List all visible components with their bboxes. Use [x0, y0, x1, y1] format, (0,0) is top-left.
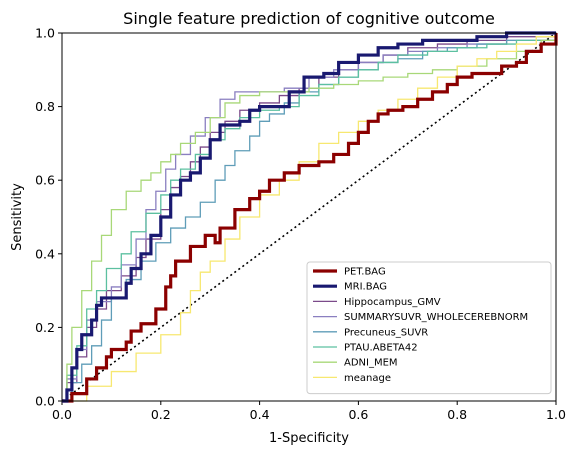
series-line-mri-bag	[62, 31, 556, 403]
x-tick-label: 0.2	[151, 407, 171, 422]
y-tick-label: 0.2	[35, 320, 55, 335]
series-line-summarysuvr-wholecerebnorm	[62, 33, 557, 402]
y-tick-label: 0.0	[35, 394, 55, 409]
series-line-meanage	[62, 33, 557, 402]
legend-label: meanage	[344, 373, 391, 384]
legend-label: MRI.BAG	[344, 282, 387, 293]
x-axis-title: 1-Specificity	[269, 431, 349, 446]
y-axis-title: Sensitivity	[10, 183, 25, 251]
series-line-ptau-abeta42	[62, 33, 557, 402]
series-line-pet-bag	[62, 33, 558, 403]
legend-label: SUMMARYSUVR_WHOLECEREBNORM	[344, 312, 528, 323]
y-tick-label: 0.6	[35, 173, 55, 188]
legend-label: ADNI_MEM	[344, 358, 398, 369]
legend-label: Hippocampus_GMV	[344, 297, 441, 308]
legend-label: Precuneus_SUVR	[344, 327, 428, 338]
x-tick-label: 0.6	[348, 407, 368, 422]
axis-ticks: 0.0 0.2 0.4 0.6 0.8 1.0 0.0 0.2 0.4 0.6 0.8 1.0	[35, 26, 566, 423]
x-tick-label: 0.0	[52, 407, 72, 422]
y-tick-label: 0.4	[35, 246, 55, 261]
x-tick-label: 1.0	[546, 407, 566, 422]
y-tick-label: 0.8	[35, 99, 55, 114]
x-tick-label: 0.8	[447, 407, 467, 422]
legend: PET.BAG MRI.BAG Hippocampus_GMV SUMMARYSUVR…	[306, 261, 552, 395]
legend-box	[306, 261, 552, 395]
x-tick-label: 0.4	[250, 407, 270, 422]
plot-area	[62, 31, 558, 403]
chart-title: Single feature prediction of cognitive o…	[123, 9, 495, 28]
plot-frame	[61, 32, 557, 402]
y-tick-label: 1.0	[35, 26, 55, 41]
series-line-adni-mem	[62, 33, 557, 402]
series-line-precuneus-suvr	[62, 33, 557, 402]
legend-label: PTAU.ABETA42	[344, 343, 418, 354]
legend-label: PET.BAG	[344, 267, 386, 278]
